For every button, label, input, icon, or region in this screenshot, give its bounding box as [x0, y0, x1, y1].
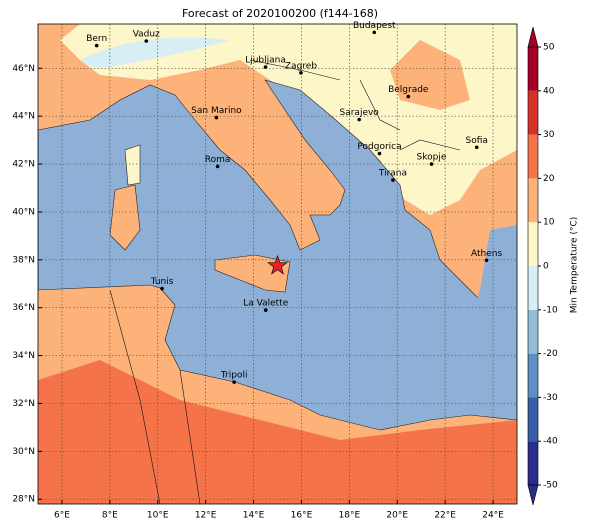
colorbar-tick-label: 50: [543, 43, 555, 53]
city-label: Podgorica: [357, 142, 401, 152]
colorbar-segment: [528, 222, 538, 266]
x-tick-label: 6°E: [54, 511, 70, 521]
x-tick-label: 20°E: [386, 511, 408, 521]
city-label: Sofia: [466, 136, 488, 146]
colorbar-tick-label: 0: [543, 262, 549, 272]
colorbar-segment: [528, 266, 538, 310]
colorbar-tick-label: 30: [543, 130, 555, 140]
colorbar-segment: [528, 178, 538, 223]
colorbar-extend: [527, 484, 539, 506]
colorbar-segment: [528, 353, 538, 398]
x-tick-label: 16°E: [291, 511, 313, 521]
colorbar-tick-label: -10: [543, 305, 558, 315]
city-label: Skopje: [417, 153, 447, 163]
city-dot: [474, 145, 479, 150]
event-marker: [267, 254, 288, 275]
country-border: [109, 59, 461, 504]
city-label: San Marino: [191, 106, 242, 116]
y-tick-label: 46°N: [12, 64, 35, 74]
sardinia: [109, 184, 141, 251]
x-tick-label: 24°E: [482, 511, 504, 521]
city-label: Roma: [205, 155, 231, 165]
colorbar-segment: [528, 441, 538, 485]
city-dot: [406, 94, 411, 99]
city-dot: [214, 115, 219, 120]
colorbar-tick-label: -30: [543, 393, 558, 403]
map-frame: [37, 23, 518, 505]
city-dot: [144, 39, 149, 43]
city-dot: [429, 162, 434, 166]
city-label: Tirana: [378, 169, 407, 179]
x-tick-label: 14°E: [243, 511, 265, 521]
y-tick-label: 28°N: [12, 495, 35, 505]
city-label: Ljubljana: [245, 56, 286, 66]
sea: [470, 225, 517, 330]
colorbar-tick-label: -40: [543, 437, 558, 447]
y-tick-label: 32°N: [12, 399, 35, 409]
y-tick-label: 38°N: [12, 255, 35, 265]
colorbar-segment: [528, 309, 538, 354]
land: [390, 40, 470, 110]
colorbar-extend: [527, 26, 539, 48]
colorbar-tick-label: 40: [543, 86, 555, 96]
city-label: Tunis: [150, 277, 174, 287]
city-dot: [263, 65, 268, 69]
city-dot: [299, 71, 303, 75]
corsica: [124, 144, 141, 186]
city-dot: [377, 151, 382, 156]
city-dot: [391, 178, 395, 182]
colorbar-segment: [528, 134, 538, 179]
city-label: Vaduz: [133, 29, 160, 39]
colorbar-tick-label: 20: [543, 174, 555, 184]
y-tick-label: 34°N: [12, 351, 35, 361]
colorbar-segment: [528, 47, 538, 91]
map-title: Forecast of 2020100200 (f144-168): [182, 7, 378, 20]
city-label: Athens: [471, 249, 502, 259]
colorbar-tick-label: 10: [543, 218, 555, 228]
cold-region: [80, 37, 230, 68]
colorbar-segment: [528, 397, 538, 442]
colorbar-label: Min Temperature (°C): [570, 217, 580, 314]
y-tick-label: 40°N: [12, 207, 35, 217]
city-dot: [263, 308, 268, 312]
city-dot: [357, 117, 361, 122]
city-label: Bern: [86, 34, 107, 44]
y-tick-label: 36°N: [12, 303, 35, 313]
colorbar-tick-label: -20: [543, 349, 558, 359]
colorbar-tick-label: -50: [543, 481, 558, 491]
city-label: Belgrade: [388, 85, 429, 95]
city-dot: [232, 380, 236, 384]
x-tick-label: 12°E: [195, 511, 217, 521]
x-tick-label: 22°E: [434, 511, 456, 521]
city-dot: [160, 286, 164, 291]
city-label: Budapest: [353, 21, 396, 31]
city-label: Tripoli: [220, 371, 248, 381]
colorbar-segment: [528, 90, 538, 135]
city-dot: [372, 30, 377, 35]
y-tick-label: 44°N: [12, 112, 35, 122]
x-tick-label: 10°E: [147, 511, 169, 521]
city-label: La Valette: [243, 299, 288, 309]
city-label: Zagreb: [285, 61, 317, 71]
city-dot: [215, 164, 220, 169]
x-tick-label: 8°E: [102, 511, 118, 521]
city-dot: [94, 43, 99, 48]
city-dot: [484, 258, 489, 263]
y-tick-label: 42°N: [12, 160, 35, 170]
x-tick-label: 18°E: [339, 511, 361, 521]
y-tick-label: 30°N: [12, 447, 35, 457]
city-label: Sarajevo: [340, 108, 380, 118]
